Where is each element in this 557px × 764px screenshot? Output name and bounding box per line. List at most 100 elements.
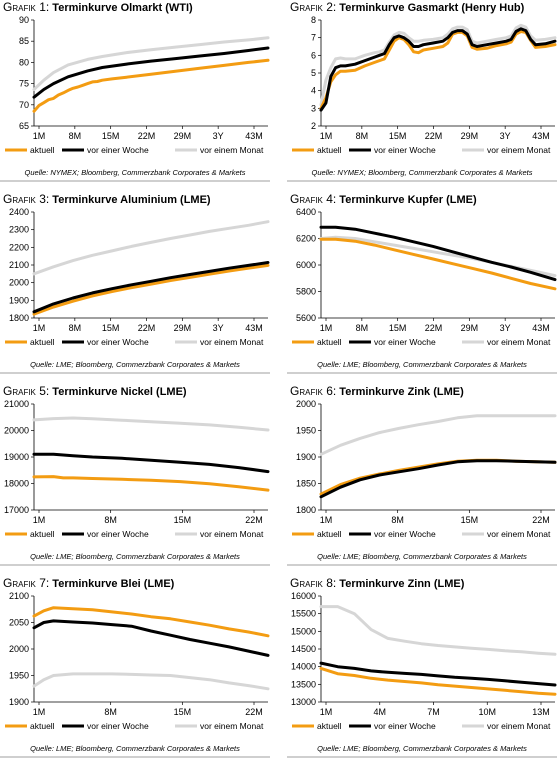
y-tick-label: 6400	[296, 207, 316, 217]
legend-label-vor-einem-monat: vor einem Monat	[200, 145, 264, 155]
legend-label-vor-einem-monat: vor einem Monat	[487, 145, 551, 155]
series-line-vor-einer-woche	[319, 27, 557, 112]
chart-name: Terminkurve Kupfer (LME)	[339, 194, 477, 206]
x-tick-label: 8M	[356, 323, 369, 333]
y-tick-label: 8	[311, 15, 316, 25]
series-line-vor-einer-woche	[32, 619, 270, 657]
y-tick-label: 13500	[291, 679, 316, 689]
series-line-aktuell	[319, 237, 557, 291]
y-tick-label: 2	[311, 121, 316, 131]
y-tick-label: 2000	[9, 278, 29, 288]
chart-panel-2: Grafik 2: Terminkurve Gasmarkt (Henry Hu…	[287, 0, 557, 186]
series-line-vor-einem-monat	[319, 414, 557, 456]
x-tick-label: 10M	[478, 707, 496, 717]
chart-name: Terminkurve Nickel (LME)	[52, 386, 187, 398]
x-tick-label: 8M	[356, 131, 369, 141]
x-tick-label: 43M	[245, 323, 263, 333]
legend-label-vor-einer-woche: vor einer Woche	[87, 721, 149, 731]
chart-plot: 1900 1950 2000 2050 2100 1M 8M 15M 22M aktuell vor…	[5, 591, 270, 731]
x-tick-label: 29M	[461, 131, 479, 141]
x-tick-label: 22M	[425, 323, 443, 333]
y-tick-label: 7	[311, 33, 316, 43]
y-tick-label: 1900	[9, 697, 29, 707]
legend-label-vor-einer-woche: vor einer Woche	[87, 529, 149, 539]
chart-name: Terminkurve Blei (LME)	[52, 578, 175, 590]
y-tick-label: 6	[311, 50, 316, 60]
y-tick-label: 1800	[9, 313, 29, 323]
chart-name: Terminkurve Olmarkt (WTI)	[52, 2, 193, 14]
y-tick-label: 2400	[9, 207, 29, 217]
x-tick-label: 29M	[174, 323, 192, 333]
chart-plot: 17000 18000 19000 20000 21000 1M 8M 15M 22M aktue…	[4, 399, 270, 539]
x-tick-label: 15M	[389, 323, 407, 333]
x-tick-label: 13M	[532, 707, 550, 717]
y-tick-label: 75	[19, 79, 29, 89]
chart-title: Grafik 5: Terminkurve Nickel (LME)	[3, 384, 187, 398]
y-tick-label: 21000	[4, 399, 29, 409]
chart-title: Grafik 4: Terminkurve Kupfer (LME)	[290, 192, 477, 206]
chart-name: Terminkurve Gasmarkt (Henry Hub)	[339, 2, 525, 14]
series-line-vor-einer-woche	[32, 261, 270, 314]
x-tick-label: 22M	[245, 515, 263, 525]
series-line-aktuell	[319, 666, 557, 696]
y-tick-label: 17000	[4, 505, 29, 515]
y-tick-label: 1800	[296, 505, 316, 515]
chart-panel-7: Grafik 7: Terminkurve Blei (LME) 1900 195…	[0, 576, 270, 762]
chart-number: Grafik 2:	[290, 0, 337, 14]
legend-label-aktuell: aktuell	[30, 721, 55, 731]
x-tick-label: 8M	[104, 515, 117, 525]
chart-panel-1: Grafik 1: Terminkurve Olmarkt (WTI) 65 70…	[0, 0, 270, 186]
legend-label-vor-einer-woche: vor einer Woche	[374, 721, 436, 731]
chart-plot: 13000 13500 14000 14500 15000 15500 16000 1M 4M 7…	[291, 591, 557, 731]
x-tick-label: 15M	[389, 131, 407, 141]
legend-label-aktuell: aktuell	[30, 337, 55, 347]
y-tick-label: 1900	[9, 295, 29, 305]
y-tick-label: 1950	[296, 426, 316, 436]
chart-source: Quelle: LME; Bloomberg, Commerzbank Corp…	[317, 744, 527, 753]
legend-label-aktuell: aktuell	[317, 529, 342, 539]
y-tick-label: 2000	[9, 644, 29, 654]
series-line-aktuell	[32, 606, 270, 638]
x-tick-label: 15M	[102, 131, 120, 141]
legend-label-vor-einem-monat: vor einem Monat	[200, 529, 264, 539]
divider	[0, 564, 270, 566]
chart-source: Quelle: LME; Bloomberg, Commerzbank Corp…	[30, 552, 240, 561]
x-tick-label: 29M	[174, 131, 192, 141]
y-tick-label: 4	[311, 86, 316, 96]
legend-label-vor-einer-woche: vor einer Woche	[374, 145, 436, 155]
chart-plot: 1800 1900 2000 2100 2200 2300 2400 1M 8M 15M 22M 29…	[5, 207, 270, 347]
legend-label-vor-einer-woche: vor einer Woche	[87, 337, 149, 347]
chart-source: Quelle: NYMEX; Bloomberg, Commerzbank Co…	[311, 168, 533, 177]
chart-plot: 5600 5800 6000 6200 6400 1M 8M 15M 22M 29M 3Y 43M ak…	[292, 207, 557, 347]
y-tick-label: 1950	[9, 671, 29, 681]
series-line-aktuell	[32, 58, 270, 113]
chart-title: Grafik 2: Terminkurve Gasmarkt (Henry Hu…	[290, 0, 524, 14]
x-tick-label: 3Y	[213, 131, 224, 141]
x-tick-label: 3Y	[500, 131, 511, 141]
y-tick-label: 2200	[9, 242, 29, 252]
chart-number: Grafik 5:	[3, 384, 50, 398]
legend-label-vor-einem-monat: vor einem Monat	[200, 337, 264, 347]
chart-source: Quelle: LME; Bloomberg, Commerzbank Corp…	[30, 744, 240, 753]
legend-label-vor-einem-monat: vor einem Monat	[487, 721, 551, 731]
chart-name: Terminkurve Aluminium (LME)	[52, 194, 211, 206]
chart-source: Quelle: LME; Bloomberg, Commerzbank Corp…	[317, 552, 527, 561]
x-tick-label: 1M	[320, 131, 333, 141]
series-line-aktuell	[32, 263, 270, 316]
legend-label-aktuell: aktuell	[317, 337, 342, 347]
x-tick-label: 15M	[174, 515, 192, 525]
x-tick-label: 8M	[391, 515, 404, 525]
x-tick-label: 22M	[138, 131, 156, 141]
y-tick-label: 3	[311, 103, 316, 113]
legend-label-vor-einem-monat: vor einem Monat	[487, 529, 551, 539]
x-tick-label: 1M	[33, 131, 46, 141]
divider	[287, 180, 557, 182]
x-tick-label: 1M	[33, 323, 46, 333]
series-line-vor-einem-monat	[32, 220, 270, 276]
x-tick-label: 43M	[245, 131, 263, 141]
x-tick-label: 8M	[69, 323, 82, 333]
chart-title: Grafik 8: Terminkurve Zinn (LME)	[290, 576, 464, 590]
series-line-vor-einer-woche	[32, 46, 270, 99]
y-tick-label: 6200	[296, 234, 316, 244]
legend-label-vor-einem-monat: vor einem Monat	[487, 337, 551, 347]
